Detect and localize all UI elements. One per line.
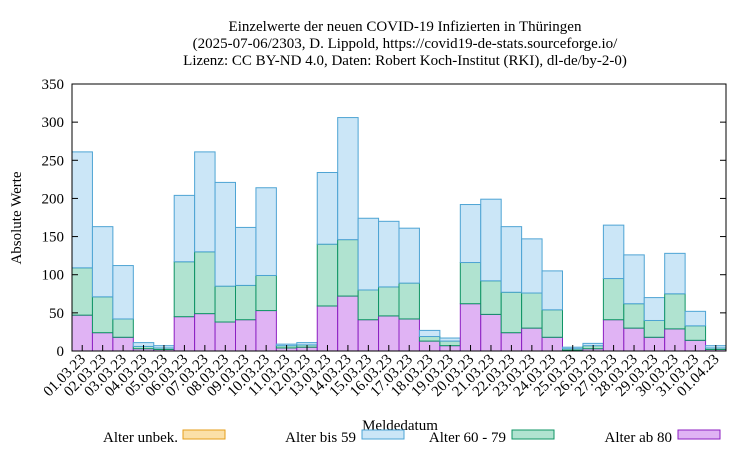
legend-swatch [511,429,555,440]
bar-alter-bis-59-08.03.23 [214,181,236,287]
bar-alter-bis-59-30.03.23 [664,252,686,295]
legend-label: Alter 60 - 79 [429,430,506,446]
bar-alter-60-79-22.03.23 [500,291,523,334]
y-tick-label: 300 [42,115,65,131]
y-tick-label: 50 [49,306,64,322]
bar-alter-bis-59-09.03.23 [235,226,257,286]
bar-alter-bis-59-29.03.23 [643,297,666,321]
y-axis-label: Absolute Werte [9,171,25,264]
bar-alter-60-79-24.03.23 [541,309,563,338]
y-axis: 0 50 100 150 200 250 300 350 [42,77,726,360]
legend-swatch [361,429,405,440]
bar-alter-60-79-10.03.23 [255,274,277,312]
title-line-1: Einzelwerte der neuen COVID-19 Infiziert… [229,19,582,35]
bar-alter-60-79-16.03.23 [378,286,400,317]
bar-alter-60-79-31.03.23 [684,325,707,341]
y-tick-label: 0 [57,344,65,360]
bar-alter-bis-59-15.03.23 [357,217,380,291]
bar-alter-ab-80-14.03.23 [337,295,359,352]
bar-alter-ab-80-20.03.23 [459,303,482,352]
bar-alter-60-79-03.03.23 [112,318,134,338]
bar-alter-bis-59-18.03.23 [418,329,441,337]
bar-alter-bis-59-10.03.23 [255,187,277,276]
bar-alter-bis-59-19.03.23 [439,337,461,342]
chart-title: Einzelwerte der neuen COVID-19 Infiziert… [183,19,627,69]
y-tick-label: 100 [42,268,65,284]
bar-alter-60-79-23.03.23 [521,292,543,329]
bar-alter-bis-59-12.03.23 [296,342,318,346]
bar-alter-60-79-09.03.23 [235,284,257,321]
bar-alter-bis-59-03.03.23 [112,265,134,320]
bar-alter-60-79-02.03.23 [91,296,114,334]
legend-swatch [677,429,721,440]
bar-alter-60-79-29.03.23 [643,319,666,338]
bar-alter-bis-59-06.03.23 [173,194,196,263]
y-tick-label: 150 [42,230,65,246]
bars [71,117,727,352]
bar-alter-bis-59-13.03.23 [316,171,339,245]
bar-alter-60-79-08.03.23 [214,285,236,323]
x-axis: 01.03.2302.03.2303.03.2304.03.2305.03.23… [41,345,723,400]
plot-frame [71,83,727,352]
bar-alter-bis-59-20.03.23 [459,204,482,264]
bar-alter-60-79-07.03.23 [194,251,216,315]
bar-alter-bis-59-22.03.23 [500,226,523,293]
bar-alter-60-79-14.03.23 [337,239,359,297]
title-line-3: Lizenz: CC BY-ND 4.0, Daten: Robert Koch… [183,53,627,69]
bar-alter-60-79-28.03.23 [623,303,645,329]
legend-label: Alter bis 59 [285,430,356,446]
bar-alter-60-79-21.03.23 [480,280,502,315]
bar-alter-bis-59-21.03.23 [480,198,502,282]
legend-swatch [182,429,226,440]
y-tick-label: 200 [42,191,65,207]
bar-alter-60-79-18.03.23 [418,336,441,342]
bar-alter-60-79-19.03.23 [439,340,461,347]
y-tick-label: 350 [42,77,65,93]
bar-alter-60-79-30.03.23 [664,293,686,330]
bar-alter-bis-59-07.03.23 [194,151,216,253]
legend: Alter unbek. Alter bis 59 Alter 60 - 79 Alt… [103,429,721,446]
bar-alter-60-79-20.03.23 [459,262,482,305]
title-line-2: (2025-07-06/2303, D. Lippold, https://co… [193,36,618,52]
bar-alter-bis-59-31.03.23 [684,310,707,327]
bar-alter-bis-59-02.03.23 [91,226,114,298]
bar-alter-60-79-13.03.23 [316,243,339,307]
bar-alter-60-79-27.03.23 [602,278,625,321]
bar-alter-bis-59-28.03.23 [623,254,645,305]
bar-alter-bis-59-16.03.23 [378,220,400,288]
legend-label: Alter ab 80 [605,430,672,446]
bar-alter-bis-59-14.03.23 [337,117,359,241]
bar-alter-60-79-15.03.23 [357,289,380,321]
bar-alter-60-79-06.03.23 [173,261,196,318]
legend-label: Alter unbek. [103,430,178,446]
bar-alter-bis-59-24.03.23 [541,270,563,311]
y-tick-label: 250 [42,153,65,169]
bar-alter-60-79-17.03.23 [398,282,420,320]
bar-alter-bis-59-17.03.23 [398,227,420,284]
bar-alter-ab-80-10.03.23 [255,310,277,352]
bar-alter-bis-59-27.03.23 [602,224,625,280]
bar-alter-bis-59-01.03.23 [71,151,93,269]
bar-alter-ab-80-13.03.23 [316,305,339,352]
bar-alter-bis-59-23.03.23 [521,238,543,294]
